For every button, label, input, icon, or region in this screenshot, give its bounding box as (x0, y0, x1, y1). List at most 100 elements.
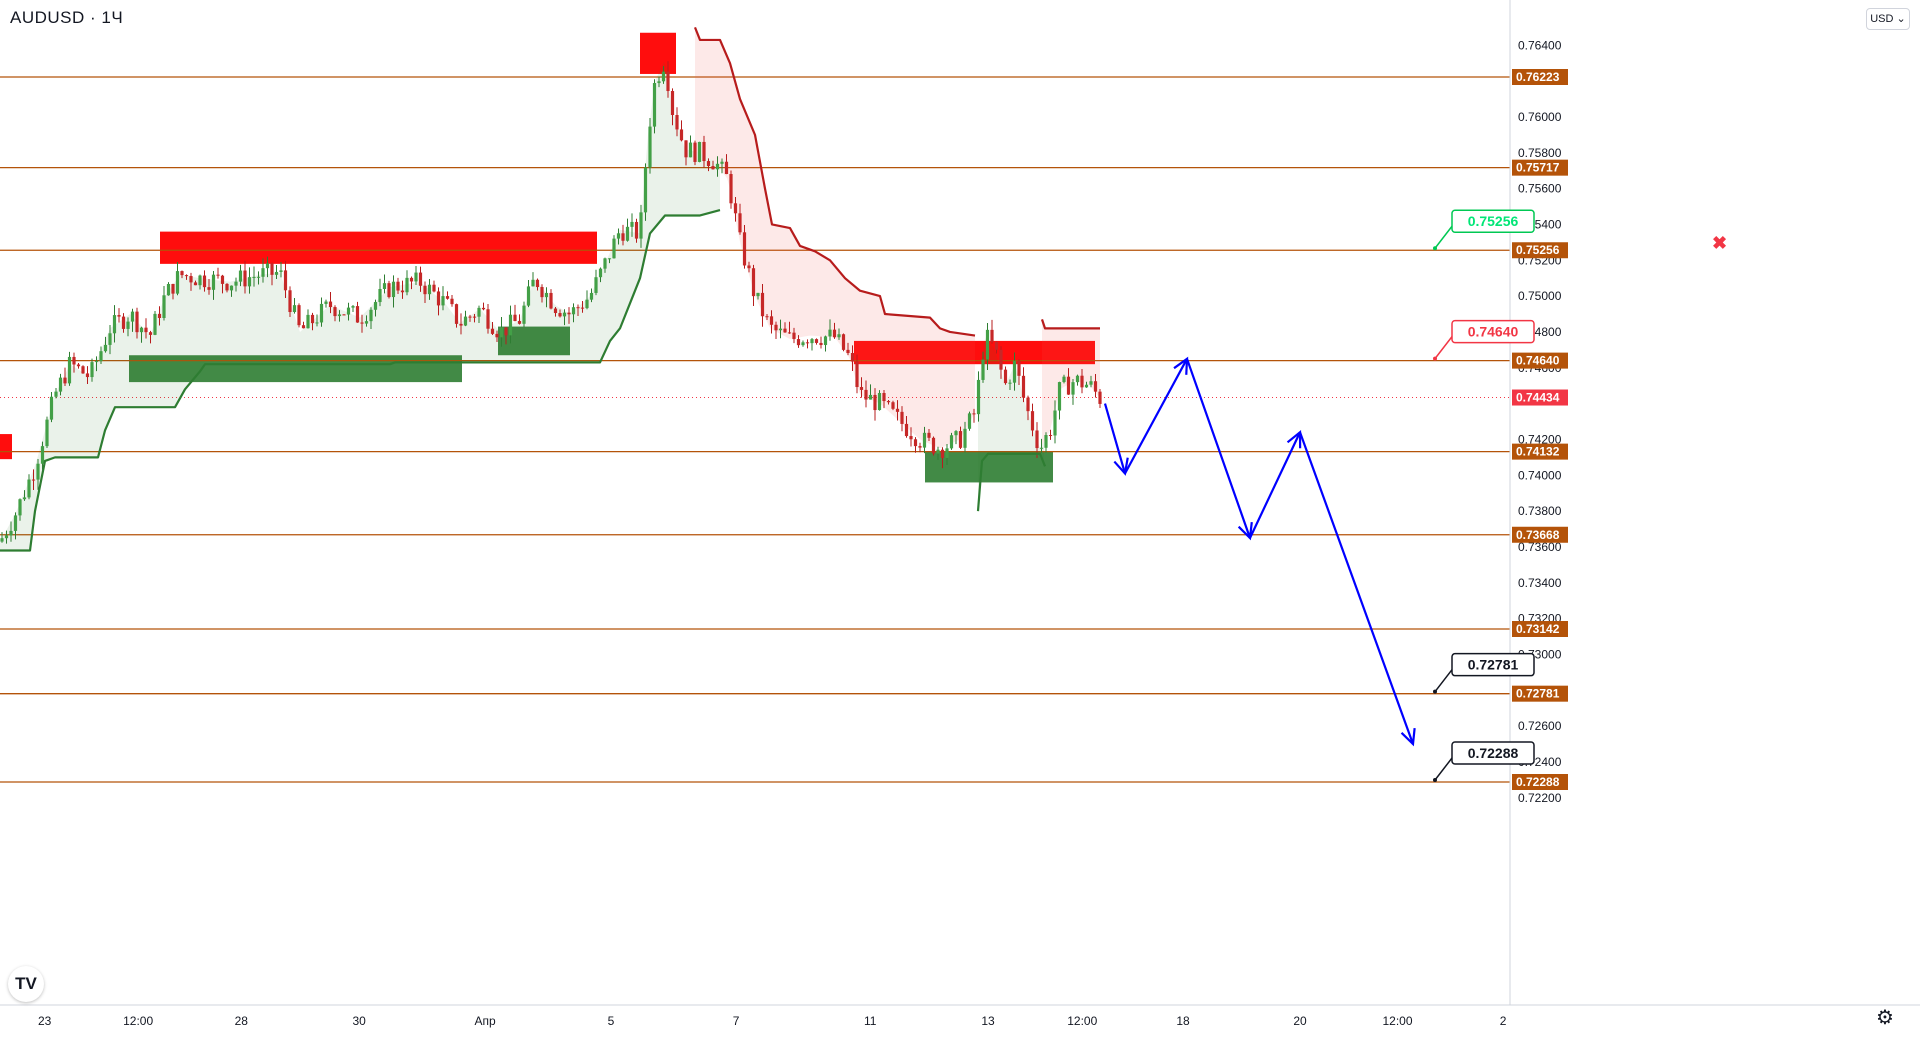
candle-body (999, 349, 1003, 370)
candle-body (247, 277, 252, 287)
candle-body (31, 479, 36, 481)
candle-body (603, 258, 607, 269)
candle-body (922, 432, 927, 448)
candle-body (252, 276, 256, 278)
candle-body (369, 309, 373, 322)
candle-body (126, 321, 130, 329)
callout-anchor (1433, 689, 1437, 694)
callout-box[interactable] (1451, 652, 1535, 677)
candle-body (792, 332, 796, 340)
candle-body (562, 312, 567, 317)
candle-body (373, 302, 378, 310)
currency-selector-button[interactable]: USD ⌄ (1866, 8, 1910, 30)
callout-pointer (1434, 669, 1453, 693)
candle-body (589, 292, 594, 300)
candle-body (1012, 360, 1017, 383)
candle-body (1071, 382, 1075, 395)
candle-body (486, 309, 490, 329)
callout-box[interactable] (1451, 209, 1535, 233)
candle-body (256, 276, 261, 278)
candle-body (22, 497, 27, 500)
candle-body (864, 389, 868, 400)
level-tag (1512, 69, 1568, 85)
level-tag-label: 0.76223 (1516, 70, 1560, 84)
candle-body (1003, 369, 1008, 384)
candle-body (495, 333, 499, 338)
candle-body (697, 141, 702, 162)
trail-up2-line (976, 452, 1047, 512)
levels-layer (0, 76, 1510, 783)
candle-body (1062, 376, 1066, 383)
candle-body (855, 361, 859, 388)
candle-body (1089, 381, 1093, 385)
candle-body (1080, 375, 1084, 388)
candle-body (873, 394, 877, 411)
level-tag-label: 0.73142 (1516, 622, 1560, 636)
candle-body (846, 349, 850, 354)
callout-box[interactable] (1451, 319, 1535, 344)
level-tag (1512, 774, 1568, 790)
supply-zone (854, 340, 1095, 365)
candle-body (841, 334, 846, 350)
candle-body (1098, 391, 1102, 404)
current-price-tag (1512, 389, 1568, 406)
candle-body (652, 83, 657, 127)
zones-layer (0, 32, 1095, 483)
candle-body (1075, 375, 1080, 383)
candle-body (1017, 360, 1021, 376)
candle-body (513, 314, 517, 322)
candle-body (1048, 435, 1053, 437)
candle-body (220, 275, 225, 284)
candle-body (378, 288, 382, 303)
candle-body (891, 402, 895, 409)
level-tag (1512, 159, 1568, 176)
level-tag-label: 0.72288 (1516, 775, 1560, 789)
tradingview-logo[interactable]: TV (8, 966, 44, 1002)
candle-body (751, 268, 756, 297)
candle-body (657, 81, 661, 84)
candle-body (747, 265, 751, 269)
forecast-segment (1124, 358, 1188, 475)
level-tag (1512, 352, 1568, 369)
forecast-arrowhead (1400, 727, 1416, 747)
callout-pointer (1434, 225, 1453, 249)
candle-body (598, 268, 603, 278)
candle-body (1093, 381, 1098, 392)
candle-body (490, 328, 495, 334)
candle-body (148, 332, 153, 335)
level-tag-label: 0.73668 (1516, 528, 1560, 542)
price-tick-label: 0.72600 (1518, 719, 1562, 733)
candle-body (904, 423, 909, 437)
settings-gear-icon[interactable]: ⚙ (1876, 1007, 1894, 1029)
callout-box[interactable] (1451, 741, 1535, 765)
candle-body (436, 291, 441, 306)
candle-body (441, 296, 445, 306)
candle-body (18, 499, 22, 516)
candle-body (333, 307, 337, 317)
trail-down2-fill (1042, 319, 1100, 445)
candle-body (612, 238, 616, 259)
candle-body (72, 356, 76, 365)
candle-body (274, 271, 279, 275)
candle-body (882, 392, 886, 402)
callout-label: 0.72288 (1468, 745, 1519, 761)
candle-body (819, 342, 823, 346)
candle-body (769, 316, 774, 325)
forecast-segment (1249, 431, 1301, 539)
candle-body (909, 436, 913, 440)
candle-body (171, 283, 175, 294)
candle-body (765, 316, 769, 318)
candle-body (54, 391, 58, 397)
candle-body (814, 339, 819, 343)
time-tick-label: Апр (474, 1014, 496, 1028)
price-tick-label: 0.74000 (1518, 468, 1562, 482)
trail-up-line (0, 209, 721, 552)
currency-label: USD (1870, 13, 1894, 25)
callout-pointer (1434, 757, 1453, 781)
candle-body (315, 322, 319, 324)
candle-body (243, 270, 247, 287)
forecast-segment (1298, 431, 1415, 745)
candle-body (616, 233, 621, 239)
candle-body (238, 270, 243, 282)
